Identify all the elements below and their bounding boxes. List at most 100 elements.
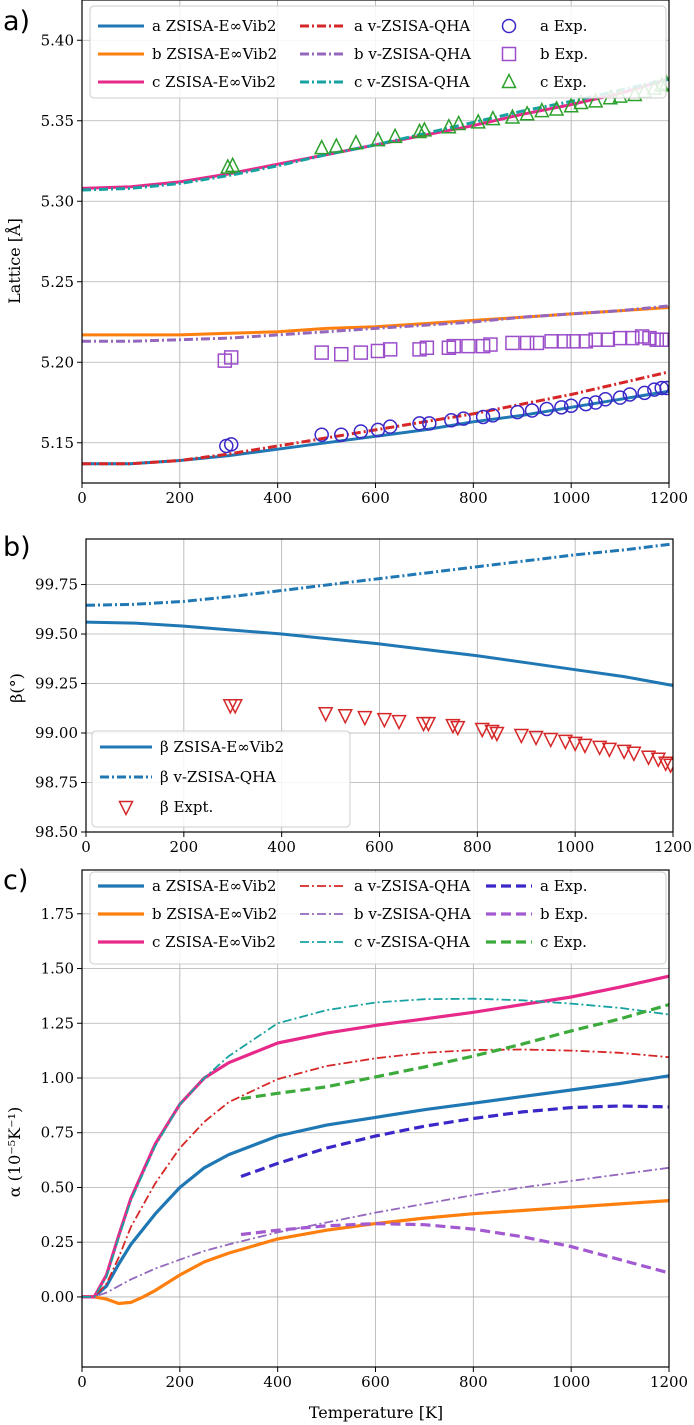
series-a-exp xyxy=(219,380,669,454)
data-point-c-exp xyxy=(441,118,457,134)
data-point-expt xyxy=(616,744,632,761)
data-point-expt xyxy=(601,742,618,759)
x-tick-label: 200 xyxy=(166,489,195,507)
panel-b-legend: β ZSISA-E∞Vib2 β v-ZSISA-QHA β Expt. xyxy=(91,730,351,828)
x-tick-label: 600 xyxy=(365,838,394,856)
legend-label: β Expt. xyxy=(160,798,213,816)
data-point-expt xyxy=(513,728,530,745)
series-line-c-exp xyxy=(240,1003,669,1101)
series-expt xyxy=(222,699,673,774)
legend-label: b Exp. xyxy=(540,905,588,923)
y-tick-label: 99.25 xyxy=(35,675,78,693)
panel-a-legend: a ZSISA-E∞Vib2 b ZSISA-E∞Vib2 c ZSISA-E∞Vi… xyxy=(89,5,667,99)
legend-label: a Exp. xyxy=(540,877,588,895)
data-point-a-exp xyxy=(637,385,652,401)
legend-box xyxy=(91,730,351,828)
data-point-b-exp xyxy=(578,334,594,349)
legend-label: c v-ZSISA-QHA xyxy=(354,73,470,91)
series-line-zsisa-e-vib2 xyxy=(86,620,673,687)
plot-frame xyxy=(85,538,674,833)
data-point-a-exp xyxy=(578,396,594,412)
data-point-b-exp xyxy=(612,330,628,346)
x-tick-label: 800 xyxy=(459,1373,488,1391)
panel-a-lattice-chart: a) Lattice [Å] 0 200 400 600 800 1000 1200 5.15… xyxy=(3,0,688,507)
x-tick-label: 1000 xyxy=(552,1373,590,1391)
data-point-b-exp xyxy=(600,332,616,347)
data-point-a-exp xyxy=(475,409,491,425)
legend-marker xyxy=(118,800,134,817)
legend-box xyxy=(89,5,667,99)
data-point-expt xyxy=(567,736,583,753)
data-point-a-exp xyxy=(456,411,471,426)
data-point-c-exp xyxy=(328,137,345,153)
data-point-b-exp xyxy=(483,337,498,352)
panel-b-series xyxy=(86,542,673,774)
legend-label: c Exp. xyxy=(540,73,587,91)
data-point-a-exp xyxy=(314,427,329,442)
legend-label: c v-ZSISA-QHA xyxy=(354,933,470,951)
data-point-b-exp xyxy=(412,342,427,357)
legend-label: a v-ZSISA-QHA xyxy=(354,17,470,35)
x-tick-label: 600 xyxy=(361,489,390,507)
data-point-c-exp xyxy=(224,156,241,173)
data-point-b-exp xyxy=(505,335,520,351)
data-point-expt xyxy=(484,724,500,741)
series-clip-group xyxy=(86,542,673,774)
y-tick-label: 0.50 xyxy=(41,1178,74,1196)
data-point-c-exp xyxy=(548,100,565,116)
legend-label: b Exp. xyxy=(540,45,588,63)
x-tick-label: 1200 xyxy=(654,838,692,856)
legend-label: β ZSISA-E∞Vib2 xyxy=(160,738,284,756)
legend-label: β v-ZSISA-QHA xyxy=(160,768,276,786)
data-point-expt xyxy=(227,699,243,715)
legend-label: b ZSISA-E∞Vib2 xyxy=(152,905,277,923)
series-b-exp xyxy=(217,329,669,368)
x-tick-label: 1000 xyxy=(556,838,594,856)
data-point-a-exp xyxy=(510,404,525,420)
data-point-a-exp xyxy=(539,401,554,417)
data-point-a-exp xyxy=(588,395,603,410)
y-tick-label: 5.35 xyxy=(41,112,74,130)
legend-label: b ZSISA-E∞Vib2 xyxy=(152,45,277,63)
data-point-expt xyxy=(450,720,466,737)
legend-label: a ZSISA-E∞Vib2 xyxy=(152,877,276,895)
series-line-b-zsisa-e-vib2 xyxy=(82,1199,669,1306)
data-point-c-exp xyxy=(504,108,521,124)
y-tick-label: 1.50 xyxy=(41,960,74,978)
y-tick-label: 5.30 xyxy=(41,192,74,210)
data-point-b-exp xyxy=(419,340,435,356)
data-point-c-exp xyxy=(416,121,433,137)
legend-label: c ZSISA-E∞Vib2 xyxy=(152,73,276,91)
legend-label: c Exp. xyxy=(540,933,587,951)
data-point-b-exp xyxy=(475,338,491,354)
panel-b-axes: 0 200 400 600 800 1000 1200 98.50 98.75 99.00 99.2… xyxy=(35,538,692,856)
x-tick-label: 0 xyxy=(77,1373,87,1391)
legend-label: b v-ZSISA-QHA xyxy=(354,905,471,923)
data-point-expt xyxy=(391,714,407,731)
series-line-a-exp xyxy=(240,1104,669,1179)
series-clip-group xyxy=(82,974,669,1306)
legend-marker xyxy=(501,46,517,62)
series-line-a-v-zsisa-qha xyxy=(82,370,669,466)
x-tick-label: 600 xyxy=(361,1373,390,1391)
data-point-expt xyxy=(474,722,490,739)
panel-c-x-axis-label: Temperature [K] xyxy=(309,1403,443,1422)
panel-c-label: c) xyxy=(3,865,28,896)
plot-frame xyxy=(81,869,670,1368)
x-tick-label: 800 xyxy=(463,838,492,856)
data-point-a-exp xyxy=(382,419,398,434)
y-tick-label: 0.25 xyxy=(41,1233,74,1251)
x-tick-label: 400 xyxy=(263,1373,292,1391)
data-point-a-exp xyxy=(598,392,613,407)
x-tick-label: 800 xyxy=(459,489,488,507)
x-tick-label: 400 xyxy=(263,489,292,507)
data-point-c-exp xyxy=(411,122,428,139)
data-point-c-exp xyxy=(534,101,550,118)
legend-marker xyxy=(501,72,517,89)
data-point-b-exp xyxy=(461,338,476,354)
data-point-a-exp xyxy=(412,416,427,431)
y-tick-label: 1.00 xyxy=(41,1069,74,1087)
data-point-expt xyxy=(445,718,461,735)
series-line-c-v-zsisa-qha xyxy=(82,997,669,1298)
legend-label: a ZSISA-E∞Vib2 xyxy=(152,17,276,35)
